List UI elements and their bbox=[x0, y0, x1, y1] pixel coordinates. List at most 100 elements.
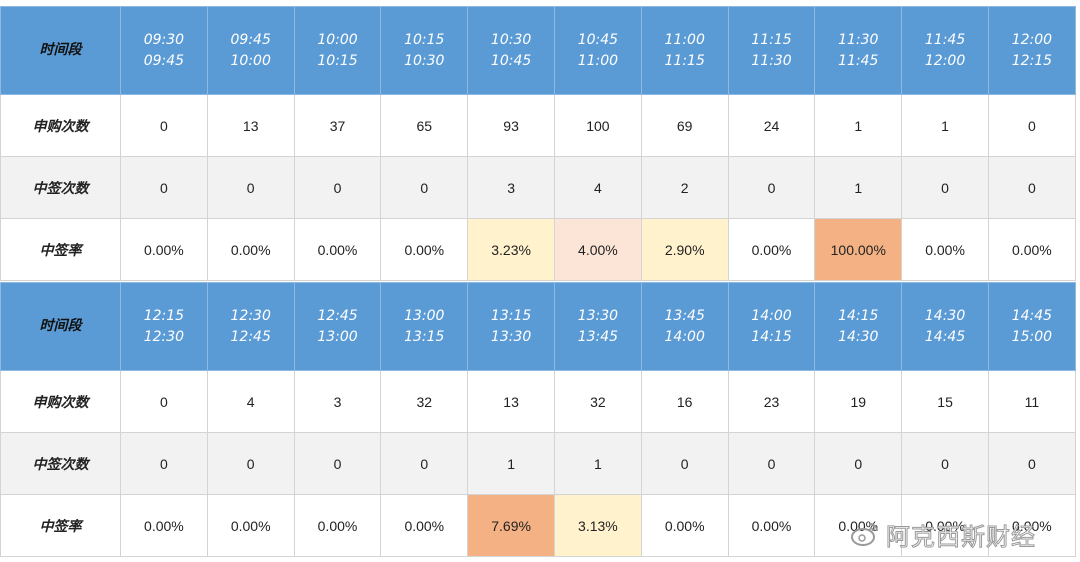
slot-end-time: 11:45 bbox=[838, 52, 879, 69]
time-slot-cell: 13:15 13:30 bbox=[467, 282, 555, 371]
slot-start-time: 11:15 bbox=[751, 31, 792, 48]
rate-cell: 0.00% bbox=[640, 494, 729, 557]
time-slot-cell: 11:45 12:00 bbox=[901, 6, 989, 95]
wins-cell: 3 bbox=[467, 156, 555, 219]
rate-cell: 3.13% bbox=[553, 494, 642, 557]
rate-cell: 0.00% bbox=[120, 218, 208, 281]
applications-cell: 16 bbox=[640, 370, 729, 433]
applications-cell: 13 bbox=[206, 94, 295, 157]
wins-cell: 0 bbox=[987, 156, 1076, 219]
wins-cell: 0 bbox=[293, 156, 382, 219]
applications-row: 申购次数 0 13 37 65 93 100 69 24 1 1 0 bbox=[0, 94, 1076, 157]
time-slot-cell: 14:30 14:45 bbox=[901, 282, 989, 371]
slot-end-time: 13:45 bbox=[577, 328, 619, 345]
applications-cell: 23 bbox=[727, 370, 816, 433]
slot-start-time: 14:15 bbox=[838, 307, 879, 324]
rate-cell: 0.00% bbox=[901, 218, 989, 281]
rate-cell: 0.00% bbox=[987, 218, 1076, 281]
slot-end-time: 10:30 bbox=[404, 52, 445, 69]
slot-end-time: 13:30 bbox=[490, 328, 532, 345]
row-label-wins: 中签次数 bbox=[0, 156, 121, 219]
time-slot-cell: 13:30 13:45 bbox=[553, 282, 642, 371]
applications-cell: 24 bbox=[727, 94, 816, 157]
slot-end-time: 12:45 bbox=[230, 328, 271, 345]
rate-cell: 0.00% bbox=[727, 494, 816, 557]
wins-cell: 0 bbox=[120, 156, 208, 219]
wins-cell: 4 bbox=[553, 156, 642, 219]
slot-end-time: 12:30 bbox=[143, 328, 185, 345]
rate-cell: 0.00% bbox=[901, 494, 989, 557]
time-slot-cell: 09:45 10:00 bbox=[206, 6, 295, 95]
wins-row: 中签次数 0 0 0 0 3 4 2 0 1 0 0 bbox=[0, 156, 1076, 219]
slot-start-time: 14:45 bbox=[1011, 307, 1053, 324]
slot-start-time: 09:45 bbox=[230, 31, 271, 48]
slot-end-time: 11:30 bbox=[751, 52, 792, 69]
rate-cell: 0.00% bbox=[120, 494, 208, 557]
wins-cell: 0 bbox=[380, 432, 469, 495]
time-slot-cell: 13:45 14:00 bbox=[640, 282, 729, 371]
slot-end-time: 15:00 bbox=[1011, 328, 1053, 345]
slot-start-time: 12:15 bbox=[143, 307, 185, 324]
rate-cell: 0.00% bbox=[814, 494, 903, 557]
watermark: 阿克西斯财经 bbox=[850, 512, 1080, 556]
applications-cell: 15 bbox=[901, 370, 989, 433]
slot-end-time: 10:15 bbox=[317, 52, 358, 69]
applications-cell: 69 bbox=[640, 94, 729, 157]
slot-start-time: 13:15 bbox=[490, 307, 532, 324]
time-slot-cell: 11:30 11:45 bbox=[814, 6, 903, 95]
slot-end-time: 11:15 bbox=[664, 52, 705, 69]
slot-start-time: 13:45 bbox=[664, 307, 705, 324]
slot-end-time: 12:15 bbox=[1011, 52, 1053, 69]
ipo-table-afternoon: 时间段 12:15 12:30 12:30 12:45 12:45 13:00 13:00 13… bbox=[0, 282, 1076, 557]
row-label-time: 时间段 bbox=[0, 6, 121, 95]
slot-start-time: 11:00 bbox=[664, 31, 705, 48]
row-label-applications: 申购次数 bbox=[0, 94, 121, 157]
rate-cell: 2.90% bbox=[640, 218, 729, 281]
ipo-table-morning: 时间段 09:30 09:45 09:45 10:00 10:00 10:15 10:15 10… bbox=[0, 6, 1076, 281]
wins-cell: 0 bbox=[987, 432, 1076, 495]
wins-cell: 2 bbox=[640, 156, 729, 219]
time-slot-cell: 12:15 12:30 bbox=[120, 282, 208, 371]
rate-cell: 0.00% bbox=[380, 218, 469, 281]
slot-end-time: 14:30 bbox=[838, 328, 879, 345]
slot-end-time: 10:00 bbox=[230, 52, 271, 69]
wins-cell: 1 bbox=[553, 432, 642, 495]
applications-cell: 0 bbox=[120, 94, 208, 157]
slot-start-time: 12:30 bbox=[230, 307, 271, 324]
rate-row: 中签率 0.00% 0.00% 0.00% 0.00% 7.69% 3.13% 0.00% 0.… bbox=[0, 494, 1076, 557]
rate-cell: 0.00% bbox=[206, 218, 295, 281]
applications-cell: 65 bbox=[380, 94, 469, 157]
rate-cell: 100.00% bbox=[814, 218, 903, 281]
rate-cell: 0.00% bbox=[293, 494, 382, 557]
applications-cell: 11 bbox=[987, 370, 1076, 433]
time-slot-row: 时间段 09:30 09:45 09:45 10:00 10:00 10:15 10:15 10… bbox=[0, 6, 1076, 95]
time-slot-cell: 11:00 11:15 bbox=[640, 6, 729, 95]
slot-start-time: 11:45 bbox=[924, 31, 966, 48]
time-slot-cell: 10:15 10:30 bbox=[380, 6, 469, 95]
wins-cell: 0 bbox=[901, 156, 989, 219]
applications-cell: 32 bbox=[380, 370, 469, 433]
wins-cell: 0 bbox=[206, 156, 295, 219]
rate-cell: 3.23% bbox=[467, 218, 555, 281]
wins-cell: 0 bbox=[727, 156, 816, 219]
slot-end-time: 14:00 bbox=[664, 328, 705, 345]
row-label-rate: 中签率 bbox=[0, 218, 121, 281]
applications-cell: 0 bbox=[120, 370, 208, 433]
time-slot-cell: 11:15 11:30 bbox=[727, 6, 816, 95]
rate-row: 中签率 0.00% 0.00% 0.00% 0.00% 3.23% 4.00% 2.90% 0.… bbox=[0, 218, 1076, 281]
slot-start-time: 14:30 bbox=[924, 307, 966, 324]
time-slot-cell: 09:30 09:45 bbox=[120, 6, 208, 95]
rate-cell: 0.00% bbox=[206, 494, 295, 557]
wins-cell: 0 bbox=[640, 432, 729, 495]
applications-cell: 1 bbox=[814, 94, 903, 157]
slot-start-time: 10:45 bbox=[577, 31, 619, 48]
rate-cell: 0.00% bbox=[293, 218, 382, 281]
row-label-rate: 中签率 bbox=[0, 494, 121, 557]
time-slot-cell: 12:00 12:15 bbox=[987, 6, 1076, 95]
wins-cell: 1 bbox=[467, 432, 555, 495]
applications-cell: 100 bbox=[553, 94, 642, 157]
slot-start-time: 13:30 bbox=[577, 307, 619, 324]
wins-cell: 0 bbox=[206, 432, 295, 495]
slot-end-time: 09:45 bbox=[143, 52, 185, 69]
time-slot-cell: 10:45 11:00 bbox=[553, 6, 642, 95]
